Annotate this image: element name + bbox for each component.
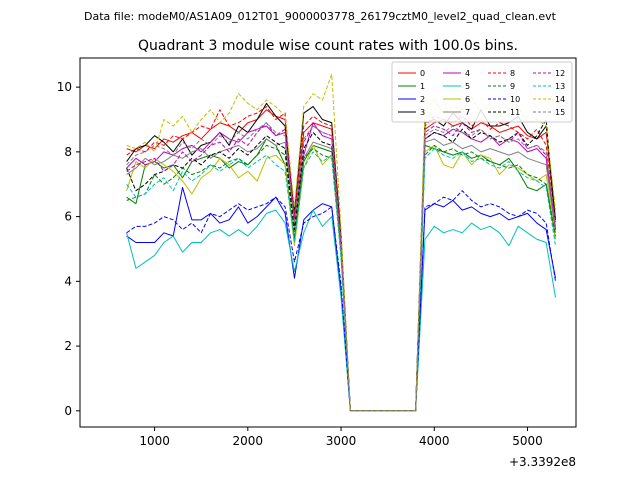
x-tick-label-1000: 1000 [139,434,170,448]
x-axis: 1000 2000 3000 4000 5000 [139,427,543,448]
legend-label-3: 3 [420,108,425,117]
legend-label-11: 11 [510,108,520,117]
legend-label-4: 4 [465,69,470,78]
series-line-8 [126,106,556,412]
legend-label-1: 1 [420,82,425,91]
y-tick-label-2: 2 [64,339,72,353]
x-offset-label: +3.3392e8 [509,455,576,469]
x-tick-label-4000: 4000 [419,434,450,448]
legend-label-14: 14 [555,95,565,104]
y-tick-label-10: 10 [57,80,72,94]
legend-label-13: 13 [555,82,565,91]
series-line-10 [126,190,556,412]
legend-label-2: 2 [420,95,425,104]
x-tick-label-2000: 2000 [233,434,264,448]
legend-label-6: 6 [465,95,470,104]
legend-label-0: 0 [420,69,425,78]
legend-label-12: 12 [555,69,565,78]
series-layer [126,73,556,412]
series-line-14 [126,73,556,412]
legend-label-7: 7 [465,108,470,117]
suptitle: Data file: modeM0/AS1A09_012T01_90000037… [84,10,557,23]
y-tick-label-6: 6 [64,210,72,224]
series-line-5 [126,209,556,412]
legend-label-5: 5 [465,82,470,91]
series-line-15 [126,122,556,412]
legend-label-9: 9 [510,82,515,91]
legend-label-8: 8 [510,69,515,78]
legend-label-10: 10 [510,95,520,104]
y-tick-label-8: 8 [64,145,72,159]
x-tick-label-3000: 3000 [326,434,357,448]
series-line-13 [126,148,556,412]
x-tick-label-5000: 5000 [512,434,543,448]
chart-title: Quadrant 3 module wise count rates with … [138,38,518,54]
y-axis: 0 2 4 6 8 10 [57,80,80,418]
legend-label-15: 15 [555,108,565,117]
series-line-2 [126,186,556,412]
y-tick-label-0: 0 [64,404,72,418]
y-tick-label-4: 4 [64,274,72,288]
plot-frame [79,57,577,428]
legend-box [391,61,573,123]
